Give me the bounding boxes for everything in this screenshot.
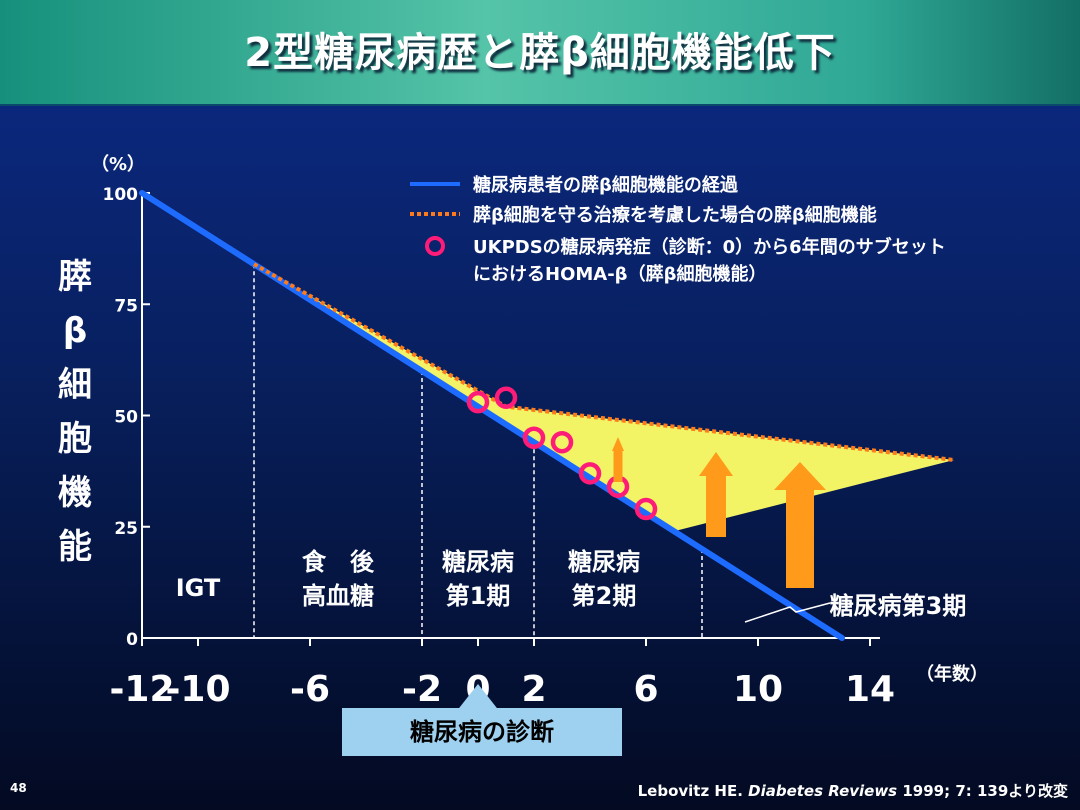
phase-label: 高血糖 [302, 582, 374, 610]
protection-area-layer [254, 264, 954, 532]
phase-label: 第1期 [446, 582, 511, 610]
y-tick-label: 50 [114, 408, 138, 428]
citation-author: Lebovitz HE. [637, 782, 749, 800]
ukpds-marker [634, 497, 658, 521]
x-tick-label: 2 [521, 669, 546, 710]
y-tick-label: 75 [114, 296, 138, 316]
citation-journal: Diabetes Reviews [748, 782, 898, 800]
legend-label: におけるHOMA-β（膵β細胞機能） [473, 263, 766, 285]
slide-title: 2型糖尿病歴と膵β細胞機能低下 [244, 30, 836, 76]
y-axis-label-char: 能 [58, 527, 92, 567]
improvement-arrow [612, 437, 624, 482]
legend-label: 膵β細胞を守る治療を考慮した場合の膵β細胞機能 [472, 204, 877, 226]
y-tick-label: 0 [126, 630, 138, 650]
y-unit-label: （%） [91, 154, 145, 175]
x-unit-label: （年数） [916, 663, 988, 685]
legend-label: UKPDSの糖尿病発症（診断：0）から6年間のサブセット [473, 236, 946, 258]
x-tick-label: 14 [845, 669, 895, 710]
title-banner: 2型糖尿病歴と膵β細胞機能低下 [0, 0, 1080, 106]
ukpds-marker [550, 430, 574, 454]
y-axis-label-char: 胞 [58, 419, 92, 459]
y-axis-label-char: 膵 [58, 257, 92, 297]
phase-label: 食 後 [302, 548, 375, 576]
improvement-arrow [774, 462, 826, 588]
citation: Lebovitz HE. Diabetes Reviews 1999; 7: 1… [638, 780, 1068, 801]
improvement-arrow [699, 452, 733, 537]
phase-label: 第2期 [572, 582, 637, 610]
x-tick-label: 10 [733, 669, 783, 710]
ukpds-marker [466, 390, 490, 414]
slide-number: 48 [10, 781, 27, 795]
arrow-layer [612, 437, 826, 588]
y-axis-label-char: 細 [58, 365, 92, 405]
y-tick-label: 100 [103, 185, 139, 205]
marker-layer [466, 386, 658, 521]
phase-label: 糖尿病 [442, 548, 514, 576]
axis-break-mark [744, 602, 831, 623]
phase-divider-layer [253, 264, 703, 638]
x-tick-label: 6 [633, 669, 658, 710]
phase-label: IGT [176, 574, 221, 602]
phase-label: 糖尿病 [568, 548, 640, 576]
phase-label: 糖尿病第3期 [830, 592, 967, 620]
y-axis-label-char: 機 [58, 473, 92, 513]
diagnosis-pointer [456, 684, 500, 712]
legend-swatch-marker [425, 236, 445, 256]
x-tick-label: -12 [109, 669, 174, 710]
x-tick-label: -2 [402, 669, 442, 710]
y-tick-label: 25 [114, 519, 138, 539]
legend-label: 糖尿病患者の膵β細胞機能の経過 [473, 174, 739, 196]
diagnosis-label: 糖尿病の診断 [342, 708, 622, 756]
ukpds-marker [522, 426, 546, 449]
ukpds-marker [494, 386, 518, 409]
series-line-main [139, 190, 845, 641]
x-tick-label: -6 [290, 669, 330, 710]
citation-detail: 1999; 7: 139より改変 [897, 782, 1068, 800]
protection-area [254, 264, 954, 532]
x-tick-label: -10 [165, 669, 230, 710]
y-axis-label: 膵 β 細 胞 機 能 [50, 250, 100, 574]
ukpds-marker [578, 462, 602, 485]
y-axis-label-char: β [62, 311, 88, 351]
